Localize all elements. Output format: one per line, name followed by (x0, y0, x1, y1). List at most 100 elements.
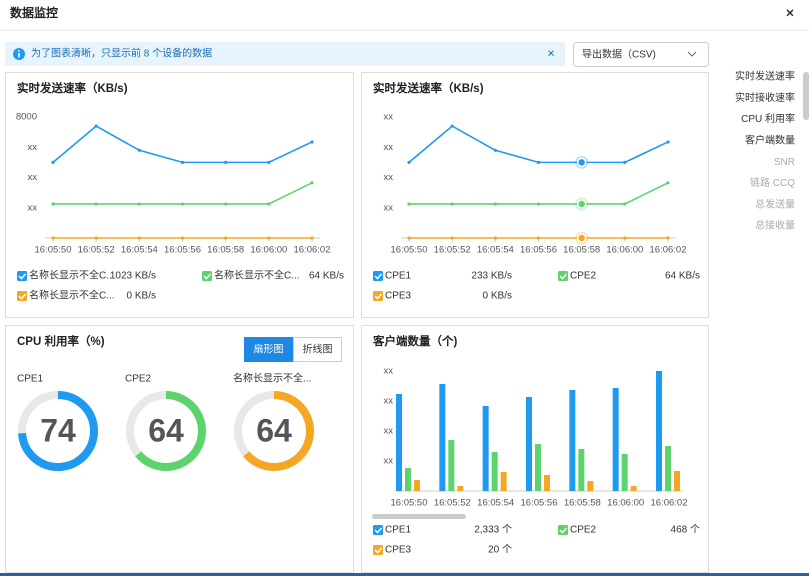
export-dropdown[interactable] (573, 42, 709, 67)
nav-item[interactable]: 链路 CCQ (750, 176, 795, 189)
y-tick-label: xx (384, 456, 394, 467)
legend-checkbox[interactable] (373, 545, 383, 555)
legend-check (559, 273, 568, 280)
bar (665, 446, 671, 491)
x-tick-label: 16:05:58 (563, 245, 600, 256)
data-point (407, 236, 411, 240)
nav-item[interactable]: 实时接收速率 (735, 91, 795, 104)
legend-checkbox[interactable] (17, 271, 27, 281)
data-point (137, 148, 141, 152)
x-tick-label: 16:06:00 (607, 498, 644, 509)
gauge-value: 64 (256, 412, 292, 448)
gauge-value: 74 (40, 412, 76, 448)
x-tick-label: 16:05:54 (477, 245, 514, 256)
y-tick-label: xx (384, 112, 394, 123)
data-point (180, 236, 185, 240)
data-point (407, 160, 411, 164)
y-tick-label: xx (384, 396, 394, 407)
legend-checkbox[interactable] (558, 271, 568, 281)
nav-item[interactable]: 实时发送速率 (735, 70, 795, 83)
x-tick-label: 16:05:58 (207, 245, 244, 256)
nav-item[interactable]: 客户端数量 (745, 134, 795, 147)
legend-name: CPE3 (385, 291, 412, 302)
data-point (493, 202, 497, 206)
bar (544, 474, 550, 491)
bar (656, 371, 662, 491)
y-tick-label: xx (28, 172, 38, 183)
data-point (536, 236, 541, 240)
data-point (137, 202, 141, 206)
tab[interactable] (293, 337, 342, 362)
legend-name: CPE2 (570, 271, 597, 282)
bar (535, 444, 541, 491)
gauge-label: 名称长显示不全... (233, 372, 311, 385)
legend-name: 名称长显示不全C... (214, 269, 300, 282)
nav-item[interactable]: 总接收量 (755, 219, 795, 232)
legend-value: 468 个 (671, 524, 700, 536)
legend-value: 1023 KB/s (110, 271, 156, 282)
legend-checkbox[interactable] (373, 291, 383, 301)
bar (482, 405, 489, 491)
legend-check (18, 293, 27, 300)
y-tick-label: xx (384, 142, 394, 153)
y-tick-label: 8000 (16, 112, 37, 123)
legend-check (374, 293, 383, 300)
h-scrollbar[interactable] (372, 514, 466, 519)
chart-title: 实时发送速率（KB/s) (373, 81, 484, 95)
bar (526, 396, 532, 491)
panel (5, 72, 354, 318)
bar (405, 468, 411, 491)
legend-check (374, 527, 383, 534)
y-tick-label: xx (384, 172, 394, 183)
legend-value: 2,333 个 (474, 524, 512, 536)
data-point (180, 160, 185, 164)
x-tick-label: 16:05:50 (391, 498, 428, 509)
x-tick-label: 16:06:02 (650, 245, 687, 256)
x-tick-label: 16:05:52 (78, 245, 115, 256)
tab[interactable] (244, 337, 293, 362)
bar (491, 452, 498, 491)
x-tick-label: 16:05:56 (164, 245, 201, 256)
data-point (51, 202, 55, 206)
y-tick-label: xx (384, 426, 394, 437)
y-tick-label: xx (384, 366, 394, 377)
data-point (666, 236, 670, 240)
data-point (51, 236, 55, 240)
data-point (407, 202, 411, 206)
dropdown-chevron (687, 51, 697, 57)
data-point (623, 160, 627, 164)
legend-name: CPE2 (570, 525, 597, 536)
gauge-arc (18, 391, 98, 471)
data-point (51, 160, 55, 164)
data-point (493, 148, 497, 152)
panel (361, 72, 709, 318)
nav-item[interactable]: SNR (774, 157, 795, 168)
data-point (94, 202, 98, 206)
nav-item[interactable]: 总发送量 (755, 197, 795, 210)
legend-checkbox[interactable] (558, 525, 568, 535)
legend-value: 64 KB/s (309, 271, 344, 282)
legend-checkbox[interactable] (17, 291, 27, 301)
data-point (224, 160, 228, 164)
close-button[interactable]: × (786, 5, 794, 21)
nav-item[interactable]: CPU 利用率 (741, 112, 795, 125)
legend-checkbox[interactable] (373, 525, 383, 535)
legend-value: 0 KB/s (127, 291, 156, 302)
data-point (180, 202, 185, 206)
scrollbar (803, 72, 809, 120)
legend-check (559, 527, 568, 534)
y-tick-label: xx (28, 202, 38, 213)
bar (674, 471, 680, 491)
data-point (310, 236, 314, 240)
highlight-point (576, 157, 587, 168)
legend-checkbox[interactable] (202, 271, 212, 281)
legend-checkbox[interactable] (373, 271, 383, 281)
x-tick-label: 16:05:58 (564, 498, 601, 509)
data-point (224, 236, 228, 240)
data-point (536, 202, 541, 206)
legend-name: CPE3 (385, 545, 412, 556)
chart-title: 实时发送速率（KB/s) (17, 81, 128, 95)
gauge-value: 64 (148, 412, 184, 448)
notice-close[interactable]: × (547, 45, 555, 60)
